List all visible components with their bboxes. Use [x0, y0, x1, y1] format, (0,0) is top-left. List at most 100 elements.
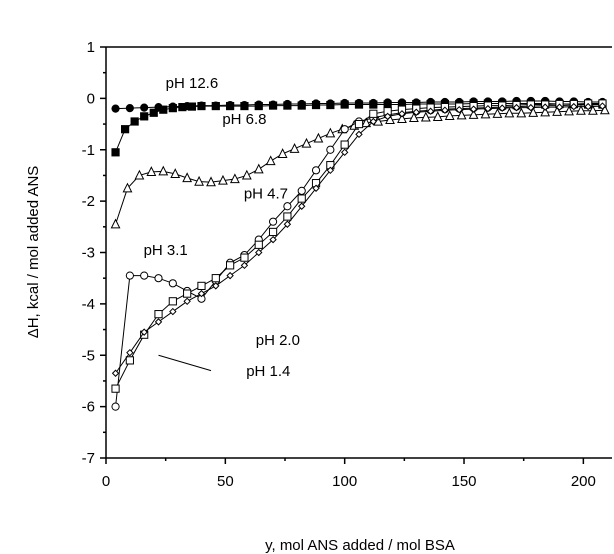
data-point [297, 194, 306, 203]
data-point [369, 109, 378, 118]
data-point [125, 356, 134, 365]
data-point [283, 212, 292, 221]
axes: 1 0 -1 -2 -3 -4 -5 -6 -7 0 50 100 150 200 [82, 39, 612, 490]
data-point [480, 108, 491, 119]
data-point [187, 102, 197, 111]
data-point [154, 310, 163, 319]
data-point [197, 289, 206, 298]
data-point [149, 108, 158, 117]
data-point [183, 297, 191, 306]
data-point [268, 227, 278, 237]
data-point [598, 102, 607, 110]
data-point [140, 103, 149, 112]
x-tick-label: 200 [571, 473, 596, 490]
data-point [226, 101, 235, 111]
series-label: pH 3.1 [144, 242, 188, 259]
data-point [354, 100, 364, 109]
data-point [340, 140, 349, 149]
data-point [340, 125, 349, 134]
data-point [265, 155, 276, 166]
y-tick-label: -2 [82, 193, 95, 210]
y-tick-label: 0 [87, 90, 95, 107]
data-point [218, 174, 228, 185]
data-point [312, 184, 320, 192]
data-point [301, 137, 312, 148]
data-point [120, 125, 130, 134]
data-point [253, 163, 264, 174]
data-point [240, 101, 249, 111]
data-point [146, 166, 157, 176]
data-point [325, 127, 336, 138]
data-point [255, 248, 263, 257]
data-point [178, 103, 187, 112]
data-point [455, 105, 463, 114]
data-point [111, 148, 120, 157]
series-label: pH 4.7 [244, 186, 288, 203]
data-point [432, 111, 443, 121]
data-point [383, 112, 392, 121]
data-point [241, 169, 252, 180]
data-point [111, 104, 120, 113]
data-point [444, 110, 455, 120]
data-point [420, 111, 431, 122]
y-tick-label: -7 [82, 450, 95, 467]
data-point [564, 105, 574, 116]
data-point [277, 148, 288, 158]
data-point [298, 202, 306, 210]
data-point [140, 271, 149, 280]
data-point [268, 101, 278, 110]
data-point [111, 369, 120, 377]
data-point [110, 218, 121, 229]
data-point [340, 148, 349, 157]
data-point [170, 168, 181, 178]
data-point [226, 261, 235, 270]
data-point [240, 261, 249, 270]
data-point [168, 279, 177, 288]
data-point [130, 117, 139, 126]
data-point [504, 107, 515, 118]
x-tick-label: 100 [332, 473, 357, 490]
data-point [576, 104, 586, 115]
series-line [115, 105, 603, 374]
data-point [297, 101, 306, 110]
data-point [122, 182, 133, 193]
data-point [211, 101, 220, 111]
data-point [283, 202, 292, 211]
data-point [289, 143, 300, 153]
marks [110, 96, 610, 411]
data-point [140, 328, 148, 336]
data-point [194, 175, 204, 186]
data-point [197, 281, 206, 290]
data-point [268, 217, 278, 226]
data-point [584, 102, 592, 111]
y-axis-title: ΔH, kcal / mol added ANS [25, 166, 42, 339]
data-point [158, 165, 169, 176]
data-point [226, 271, 234, 280]
data-point [492, 108, 503, 118]
y-tick-label: -5 [82, 347, 95, 364]
data-point [528, 107, 539, 117]
data-point [326, 100, 335, 110]
data-point [512, 103, 521, 112]
data-point [311, 166, 321, 175]
data-point [426, 107, 435, 115]
data-point [354, 119, 364, 129]
data-point [516, 107, 527, 118]
y-tick-label: -3 [82, 245, 95, 262]
series-label: pH 2.0 [256, 332, 300, 349]
y-tick-label: -4 [82, 296, 95, 313]
data-point [297, 186, 306, 195]
data-point [168, 104, 177, 113]
y-tick-label: -1 [82, 142, 95, 159]
data-point [326, 145, 335, 154]
series [111, 102, 607, 377]
data-point [183, 289, 192, 298]
data-point [361, 117, 372, 128]
series-label: pH 6.8 [222, 111, 266, 128]
data-point [125, 271, 134, 280]
data-point [313, 132, 324, 143]
data-point [541, 103, 549, 111]
data-point [212, 282, 220, 290]
data-point [254, 240, 263, 249]
